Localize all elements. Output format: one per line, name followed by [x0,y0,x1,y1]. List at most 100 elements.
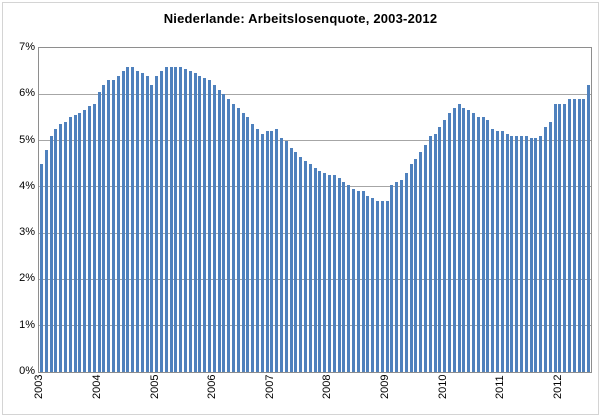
bar-2007-08 [303,161,307,372]
bar-2008-09 [366,196,370,372]
bar-2004-07 [126,66,130,372]
bar-2005-12 [207,80,211,372]
bar-2008-06 [351,189,355,372]
bar-2006-08 [246,117,250,372]
y-axis-tick-label-5pct: 5% [19,133,35,146]
bar-2003-04 [54,129,58,372]
bar-2010-11 [491,129,495,372]
y-axis-tick-label-7pct: 7% [19,41,35,53]
bar-2010-01 [443,119,447,372]
bar-2005-02 [159,71,163,372]
bar-2005-10 [198,75,202,372]
bar-2011-02 [505,133,509,372]
bar-2009-09 [423,145,427,372]
bar-2009-07 [414,159,418,372]
bar-2011-11 [548,122,552,372]
bar-2004-10 [140,73,144,372]
bar-2012-04 [572,98,576,372]
bar-2011-12 [553,103,557,372]
bar-2012-05 [577,98,581,372]
bar-2010-10 [486,119,490,372]
bar-2011-09 [539,135,543,372]
bar-2008-03 [337,177,341,372]
bar-2005-03 [164,66,168,372]
chart-title: Niederlande: Arbeitslosenquote, 2003-201… [163,11,438,26]
bar-2007-05 [289,147,293,372]
bar-2012-02 [563,103,567,372]
bar-2004-02 [102,85,106,372]
bar-2004-08 [131,66,135,372]
x-axis-year-label-2003: 2003 [33,375,46,400]
bar-2004-09 [135,71,139,372]
bar-2009-08 [419,152,423,372]
bar-2007-10 [313,168,317,372]
bar-2006-01 [212,85,216,372]
bar-2007-01 [270,131,274,372]
bar-2004-11 [145,75,149,372]
bar-2009-05 [404,172,408,372]
bar-2009-12 [438,126,442,372]
y-axis-tick-label-2pct: 2% [19,272,35,285]
bar-2004-12 [150,85,154,372]
bar-2010-05 [462,108,466,372]
bar-2008-02 [332,175,336,372]
gridline-5pct [39,140,591,142]
bar-2010-08 [476,117,480,372]
bar-2010-06 [467,110,471,372]
bar-2012-03 [567,98,571,372]
bar-2008-01 [327,175,331,372]
bar-2012-07 [587,85,591,372]
y-axis-tick-label-1pct: 1% [19,318,35,331]
bar-2009-06 [409,163,413,372]
bar-2003-01 [39,163,43,372]
bar-2003-11 [87,105,91,372]
y-axis-tick-label-4pct: 4% [19,179,35,192]
x-axis-year-label-2004: 2004 [91,375,103,400]
bar-2005-08 [188,71,192,372]
bar-2008-11 [375,200,379,372]
bar-2012-01 [558,103,562,372]
bar-2011-03 [510,135,514,372]
bar-2007-07 [299,156,303,372]
bar-2007-06 [294,152,298,372]
bar-2004-05 [116,75,120,372]
bar-2009-03 [395,182,399,372]
bar-2003-05 [59,124,63,372]
bar-2004-03 [107,80,111,372]
bar-2007-11 [318,170,322,372]
x-axis-year-label-2011: 2011 [494,375,507,399]
bar-2006-03 [222,94,226,372]
bar-2006-04 [227,98,231,372]
x-axis-year-label-2009: 2009 [379,375,391,400]
bar-2008-07 [356,191,360,372]
bar-2006-10 [255,129,259,372]
bar-2005-11 [203,78,207,372]
bar-2007-04 [284,140,288,372]
bar-2005-06 [179,66,183,372]
bar-2010-02 [447,112,451,372]
bar-2003-06 [63,122,67,372]
bar-2006-02 [217,89,221,372]
bar-2011-10 [543,126,547,372]
bar-2005-05 [174,66,178,372]
bar-2010-03 [452,108,456,372]
bar-2004-04 [111,80,115,372]
x-axis-year-label-2006: 2006 [206,375,219,400]
y-axis-tick-label-0pct: 0% [19,365,35,377]
bar-2009-02 [390,184,394,372]
bar-2003-08 [73,115,77,372]
bar-2010-04 [457,103,461,372]
bar-2005-09 [193,73,197,372]
bar-2012-06 [582,98,586,372]
bar-2007-03 [279,138,283,372]
y-axis-tick-label-6pct: 6% [19,87,35,100]
bar-2010-07 [471,112,475,372]
bar-2011-04 [515,135,519,372]
bar-2011-05 [519,135,523,372]
bar-2006-12 [265,131,269,372]
bar-2011-08 [534,138,538,372]
plot-area [38,47,592,373]
x-axis-year-label-2008: 2008 [321,375,334,400]
bar-2011-01 [500,131,504,372]
bar-2008-04 [342,182,346,372]
